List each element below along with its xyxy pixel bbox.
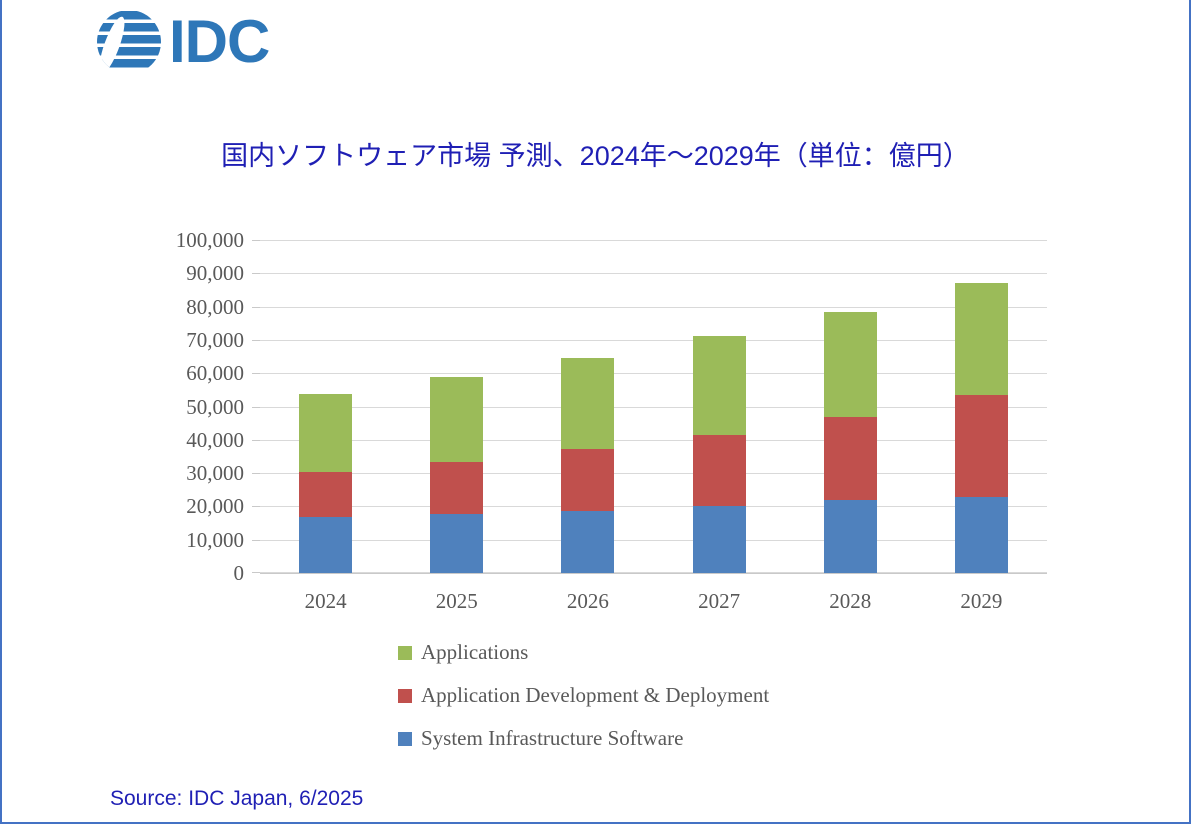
y-gridline: [252, 473, 1047, 475]
bar-segment: [430, 376, 484, 463]
legend-item: System Infrastructure Software: [398, 727, 769, 750]
bar-segment: [430, 514, 484, 573]
y-axis-tick: [252, 339, 260, 341]
x-tick-label: 2026: [566, 589, 609, 613]
bar-segment: [299, 394, 353, 473]
bar-segment: [561, 448, 615, 511]
y-axis-tick: [252, 572, 260, 573]
y-axis-tick: [252, 506, 260, 508]
legend-swatch-icon: [398, 645, 412, 660]
legend-label: Applications: [421, 640, 529, 664]
y-tick-label: 0: [233, 561, 245, 585]
x-tick-label: 2027: [698, 589, 741, 613]
y-gridline: [252, 406, 1047, 408]
y-axis-tick: [252, 439, 260, 441]
chart-title: 国内ソフトウェア市場 予測、2024年～2029年（単位：億円）: [221, 141, 970, 171]
y-axis-tick: [252, 406, 260, 408]
y-tick-label: 90,000: [186, 261, 244, 286]
legend-label: Application Development & Deployment: [421, 683, 770, 707]
y-tick-label: 50,000: [186, 394, 244, 419]
legend-label: System Infrastructure Software: [421, 726, 684, 750]
bar-segment: [692, 506, 746, 573]
y-tick-label: 10,000: [186, 527, 244, 552]
y-tick-label: 80,000: [186, 294, 244, 319]
y-tick-label: 30,000: [186, 461, 244, 486]
x-tick-label: 2029: [960, 589, 1003, 613]
bar-2027: [692, 335, 746, 573]
y-axis-tick: [252, 373, 260, 375]
x-tick-label: 2028: [829, 589, 872, 613]
bar-segment: [430, 462, 484, 515]
y-gridline: [252, 572, 1047, 573]
y-gridline: [252, 240, 1047, 241]
y-gridline: [252, 306, 1047, 308]
y-axis-tick: [252, 306, 260, 308]
bar-2028: [823, 312, 877, 573]
source-note: Source: IDC Japan, 6/2025: [110, 787, 364, 810]
idc-logo: IDC: [95, 8, 270, 76]
bar-segment: [561, 357, 615, 449]
stacked-bar-chart: 0 10,000 20,000 30,000 40,000 50,000 60,000 70,…: [176, 229, 1047, 613]
y-tick-label: 100,000: [175, 228, 244, 252]
bar-segment: [954, 496, 1008, 573]
bar-segment: [823, 416, 877, 501]
legend-item: Applications: [398, 641, 769, 664]
y-tick-label: 70,000: [186, 327, 244, 352]
y-axis-tick: [252, 539, 260, 541]
idc-globe-icon: [95, 8, 163, 76]
bar-segment: [561, 510, 615, 573]
y-axis-tick: [252, 273, 260, 275]
bar-segment: [692, 335, 746, 435]
legend-swatch-icon: [398, 731, 412, 746]
bar-segment: [299, 472, 353, 518]
chart-legend: Applications Application Development & De…: [398, 641, 769, 750]
y-gridline: [252, 506, 1047, 508]
bar-segment: [299, 517, 353, 573]
x-tick-label: 2024: [304, 589, 347, 613]
y-gridline: [252, 373, 1047, 375]
x-axis-line: [260, 573, 1047, 574]
bar-2024: [299, 394, 353, 573]
x-tick-label: 2025: [435, 589, 478, 613]
y-axis-tick: [252, 473, 260, 475]
y-tick-label: 60,000: [186, 361, 244, 386]
y-gridline: [252, 273, 1047, 275]
bar-2029: [954, 282, 1008, 573]
y-gridline: [252, 439, 1047, 441]
y-gridline: [252, 339, 1047, 341]
bar-2026: [561, 357, 615, 573]
bar-segment: [823, 312, 877, 417]
bar-2025: [430, 376, 484, 573]
bar-segment: [692, 434, 746, 507]
bar-segment: [954, 395, 1008, 497]
idc-logo-text: IDC: [169, 8, 270, 75]
bar-segment: [823, 500, 877, 573]
y-tick-label: 20,000: [186, 494, 244, 519]
legend-item: Application Development & Deployment: [398, 684, 769, 707]
y-axis-tick: [252, 240, 260, 241]
y-gridline: [252, 539, 1047, 541]
bar-segment: [954, 282, 1008, 396]
legend-swatch-icon: [398, 688, 412, 703]
y-tick-label: 40,000: [186, 427, 244, 452]
